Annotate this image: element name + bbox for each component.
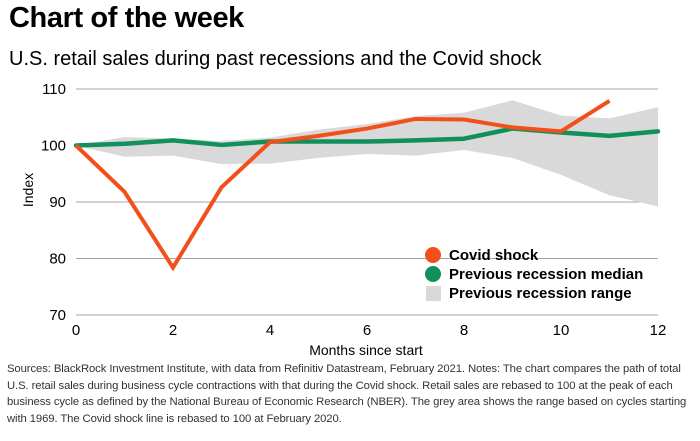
y-tick-label: 100 [41, 138, 66, 155]
legend-median-marker [425, 266, 441, 282]
covid-line [74, 99, 611, 272]
headline: Chart of the week [9, 2, 244, 34]
legend-range-label: Previous recession range [449, 285, 632, 302]
y-axis-ticks: 70 80 90 100 110 [41, 81, 66, 324]
line-chart: 70 80 90 100 110 0 2 4 6 8 10 12 Index Months sinc… [20, 81, 667, 358]
legend-median-label: Previous recession median [449, 266, 643, 283]
x-tick-label: 12 [650, 322, 667, 339]
source-footnote: Sources: BlackRock Investment Institute,… [7, 363, 687, 425]
y-tick-label: 80 [49, 251, 66, 268]
y-tick-label: 70 [49, 307, 66, 324]
x-tick-label: 10 [553, 322, 570, 339]
legend: Covid shock Previous recession median Pr… [425, 247, 643, 302]
recession-range-band [76, 100, 658, 207]
chart-title: U.S. retail sales during past recessions… [9, 48, 542, 70]
y-tick-label: 110 [42, 81, 66, 98]
y-tick-label: 90 [49, 194, 66, 211]
legend-covid-marker [425, 247, 441, 263]
x-tick-label: 6 [363, 322, 371, 339]
x-tick-label: 8 [460, 322, 468, 339]
legend-range-marker [426, 286, 441, 301]
x-tick-label: 0 [72, 322, 80, 339]
x-tick-label: 2 [169, 322, 177, 339]
x-axis-label: Months since start [309, 342, 423, 358]
y-axis-label: Index [20, 173, 36, 207]
recession-range-area [76, 100, 658, 207]
x-axis-ticks: 0 2 4 6 8 10 12 [72, 322, 667, 339]
series-lines [73, 99, 661, 272]
x-tick-label: 4 [266, 322, 274, 339]
legend-covid-label: Covid shock [449, 247, 539, 264]
